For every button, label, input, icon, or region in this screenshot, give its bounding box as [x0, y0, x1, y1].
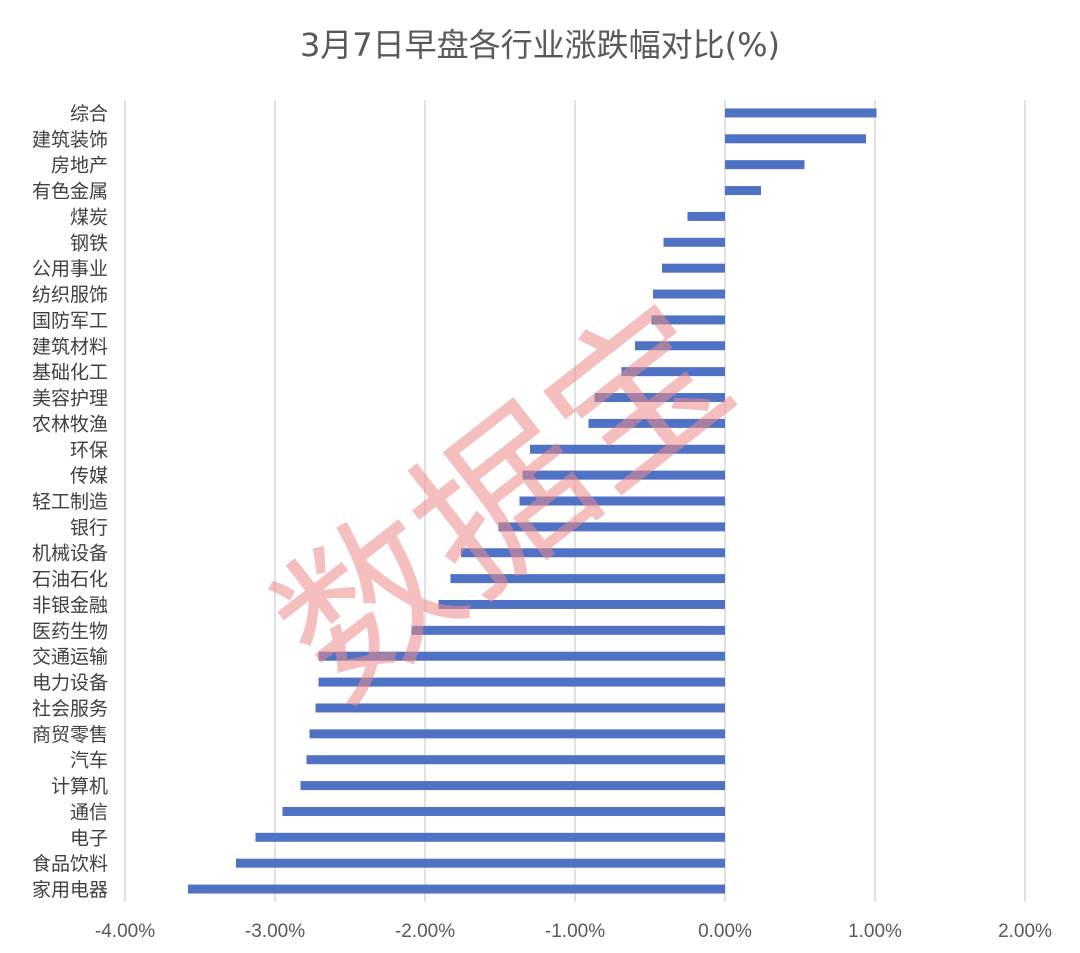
x-tick-label: -1.00% [545, 921, 605, 942]
category-label: 电力设备 [32, 672, 108, 694]
bar [594, 393, 725, 403]
x-tick-label: -2.00% [395, 921, 455, 942]
category-label: 农林牧渔 [32, 413, 108, 435]
x-tick-label: 1.00% [848, 921, 902, 942]
category-label: 社会服务 [32, 698, 108, 720]
bar [621, 367, 725, 377]
x-tick-label: -4.00% [95, 921, 155, 942]
bar [687, 211, 725, 221]
bar [309, 729, 725, 739]
category-label: 美容护理 [32, 388, 108, 410]
bar [236, 858, 725, 868]
bar [450, 574, 725, 584]
category-label: 通信 [70, 801, 108, 823]
category-label: 基础化工 [32, 362, 108, 384]
bar [725, 160, 805, 170]
bar [522, 470, 725, 480]
bar [653, 289, 725, 299]
bar [461, 548, 725, 558]
chart-title: 3月7日早盘各行业涨跌幅对比(%) [300, 26, 780, 64]
x-tick-label: 0.00% [698, 921, 752, 942]
bar [188, 884, 725, 894]
category-label: 轻工制造 [32, 491, 108, 513]
bar [411, 625, 725, 635]
category-label: 综合 [70, 103, 108, 125]
bar [306, 755, 725, 765]
category-label: 汽车 [70, 750, 108, 772]
category-label: 计算机 [51, 776, 108, 798]
category-label: 煤炭 [70, 206, 108, 228]
bar [725, 134, 866, 144]
category-label: 食品饮料 [32, 853, 108, 875]
category-label: 环保 [70, 439, 108, 461]
category-label: 医药生物 [32, 620, 108, 642]
bar [315, 703, 725, 713]
bar [635, 341, 725, 351]
category-label: 纺织服饰 [32, 284, 108, 306]
category-label: 机械设备 [32, 543, 108, 565]
category-labels: 综合建筑装饰房地产有色金属煤炭钢铁公用事业纺织服饰国防军工建筑材料基础化工美容护… [32, 103, 108, 901]
category-label: 银行 [70, 517, 108, 539]
category-label: 商贸零售 [32, 724, 108, 746]
bar [318, 651, 725, 661]
category-label: 建筑装饰 [32, 129, 108, 151]
bar [588, 418, 725, 428]
bar [530, 444, 725, 454]
category-label: 建筑材料 [32, 336, 108, 358]
bars [188, 108, 877, 894]
bar [282, 806, 725, 816]
x-tick-label: 2.00% [998, 921, 1052, 942]
bar [438, 599, 725, 609]
category-label: 国防军工 [32, 310, 108, 332]
bar [300, 781, 725, 791]
category-label: 传媒 [70, 465, 108, 487]
bar [662, 263, 725, 273]
x-tick-label: -3.00% [245, 921, 305, 942]
bar [519, 496, 725, 506]
category-label: 公用事业 [32, 258, 108, 280]
bar [651, 315, 725, 325]
category-label: 非银金融 [32, 594, 108, 616]
bar [725, 186, 761, 196]
bar [318, 677, 725, 687]
bar [255, 832, 725, 842]
category-label: 房地产 [51, 155, 108, 177]
bar [725, 108, 877, 118]
category-label: 交通运输 [32, 646, 108, 668]
bar [663, 237, 725, 247]
category-label: 电子 [70, 827, 108, 849]
x-axis-ticks: -4.00% -3.00% -2.00% -1.00% 0.00% 1.00% 2.00% [95, 921, 1052, 942]
category-label: 石油石化 [32, 569, 108, 591]
category-label: 家用电器 [32, 879, 108, 901]
bar [498, 522, 725, 532]
category-label: 有色金属 [32, 181, 108, 203]
category-label: 钢铁 [70, 232, 108, 254]
